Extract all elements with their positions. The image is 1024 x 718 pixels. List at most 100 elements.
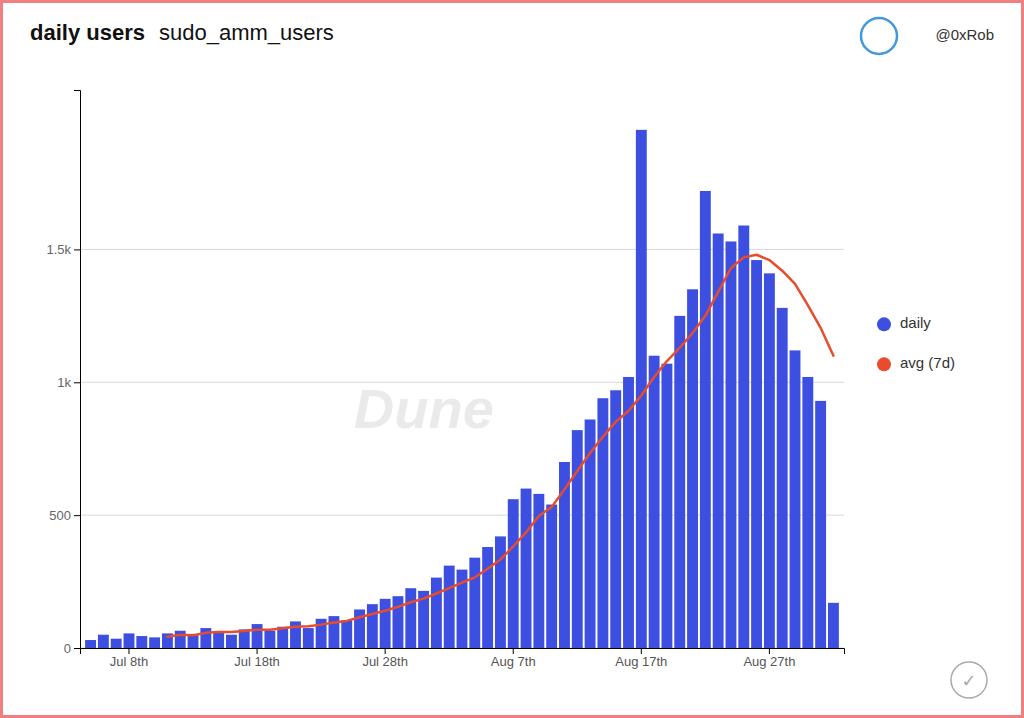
- legend: daily avg (7d): [877, 314, 955, 371]
- badge-check: ✓: [961, 670, 976, 691]
- title: daily users: [30, 20, 145, 45]
- avatar: [861, 18, 897, 54]
- bar: [508, 499, 519, 648]
- bar: [469, 558, 480, 648]
- bar: [431, 578, 442, 648]
- bar: [405, 588, 416, 648]
- bar: [303, 628, 314, 648]
- x-tick-label: Jul 8th: [110, 654, 148, 669]
- bar: [815, 401, 826, 648]
- bar: [738, 226, 749, 648]
- bar: [751, 260, 762, 648]
- y-tick-mark: [74, 382, 80, 383]
- y-tick-label: 1.5k: [46, 242, 71, 257]
- line: [167, 255, 833, 637]
- bar: [380, 599, 391, 648]
- y-tick: 1.5k: [46, 242, 80, 257]
- x-tick-mark: [385, 648, 386, 654]
- legend-item: avg (7d): [877, 354, 955, 371]
- bar: [85, 640, 96, 648]
- bar: [674, 316, 685, 648]
- marks: [85, 130, 839, 648]
- y-tick-mark: [74, 249, 80, 250]
- border: [2, 2, 1023, 717]
- bar: [124, 633, 135, 648]
- legend-label: daily: [900, 314, 931, 331]
- bar: [367, 604, 378, 648]
- y-tick: 0: [64, 641, 80, 656]
- bar: [700, 191, 711, 648]
- x-tick-mark: [257, 648, 258, 654]
- bar: [341, 620, 352, 648]
- bar: [482, 547, 493, 648]
- legend-swatch: [877, 357, 891, 371]
- author: @0xRob: [935, 26, 994, 43]
- x-tick: Aug 27th: [743, 648, 795, 669]
- x-tick: Jul 28th: [362, 648, 408, 669]
- y-tick-label: 0: [64, 641, 71, 656]
- y-tick-label: 1k: [57, 375, 71, 390]
- watermark: Dune: [354, 377, 494, 440]
- subtitle: sudo_amm_users: [159, 20, 334, 45]
- x-tick-mark: [641, 648, 642, 654]
- y-axis-line: [74, 91, 81, 649]
- x-tick-mark: [769, 648, 770, 654]
- bar: [252, 624, 263, 648]
- bar: [495, 536, 506, 648]
- bar: [828, 603, 839, 648]
- bar: [111, 639, 122, 648]
- y-tick: 500: [49, 508, 80, 523]
- bar-series: [85, 130, 839, 648]
- bar: [175, 631, 186, 648]
- x-tick: Jul 8th: [110, 648, 148, 669]
- bar: [213, 632, 224, 648]
- chart: daily users sudo_amm_users Dune 0 500 1k 1.5k J…: [0, 0, 1024, 718]
- bar: [777, 308, 788, 648]
- bar: [226, 635, 237, 648]
- bar: [546, 505, 557, 648]
- x-tick-mark: [128, 648, 129, 654]
- title-line: daily users sudo_amm_users: [30, 20, 334, 45]
- bar: [687, 289, 698, 648]
- y-axis: 0 500 1k 1.5k: [46, 91, 80, 656]
- x-tick-label: Aug 7th: [491, 654, 536, 669]
- bar: [572, 430, 583, 648]
- x-tick-label: Jul 18th: [234, 654, 280, 669]
- x-tick-label: Aug 27th: [743, 654, 795, 669]
- x-tick-mark: [513, 648, 514, 654]
- legend-label: avg (7d): [900, 354, 955, 371]
- x-axis: Jul 8th Jul 18th Jul 28th Aug 7th Aug 17th Au…: [81, 648, 845, 669]
- y-tick: 1k: [57, 375, 80, 390]
- bar: [610, 390, 621, 648]
- bar: [764, 273, 775, 648]
- bar: [188, 635, 199, 648]
- bar: [790, 350, 801, 648]
- bar: [200, 628, 211, 648]
- x-tick-label: Aug 17th: [615, 654, 667, 669]
- bar: [98, 635, 109, 648]
- bar: [726, 241, 737, 648]
- x-axis-line: [81, 649, 845, 655]
- y-tick-mark: [74, 648, 80, 649]
- bar: [264, 631, 275, 648]
- bar: [521, 489, 532, 648]
- bar: [136, 636, 147, 648]
- bar: [393, 596, 404, 648]
- x-tick-label: Jul 28th: [362, 654, 408, 669]
- legend-swatch: [877, 317, 891, 331]
- bar: [649, 356, 660, 648]
- x-tick: Aug 17th: [615, 648, 667, 669]
- bar: [661, 364, 672, 648]
- legend-item: daily: [877, 314, 931, 331]
- badge-circle: [951, 662, 987, 698]
- bar: [713, 233, 724, 648]
- plot: Dune 0 500 1k 1.5k Jul 8th Jul 18th Jul 28th Aug…: [46, 91, 844, 670]
- x-tick: Aug 7th: [491, 648, 536, 669]
- x-tick: Jul 18th: [234, 648, 280, 669]
- y-tick-mark: [74, 515, 80, 516]
- y-tick-label: 500: [49, 508, 71, 523]
- background: [0, 0, 1024, 718]
- bar: [802, 377, 813, 648]
- bar: [444, 566, 455, 648]
- bar: [149, 637, 160, 648]
